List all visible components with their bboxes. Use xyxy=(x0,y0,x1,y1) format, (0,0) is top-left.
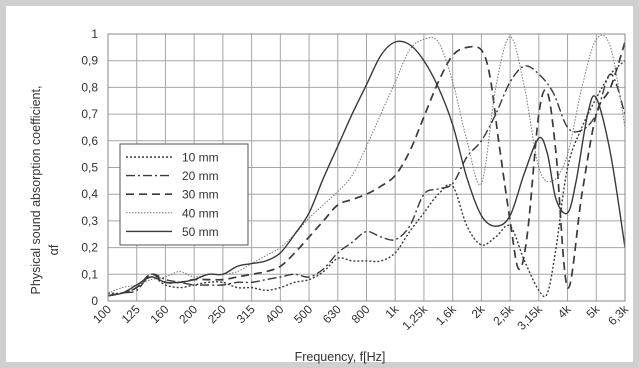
x-tick-label: 125 xyxy=(119,302,143,326)
series-line-50-mm xyxy=(107,40,626,297)
y-tick-labels: 0 0,1 0,2 0,3 0,4 0,5 0,6 0,7 0,8 0,9 1 xyxy=(81,27,98,308)
plot-border xyxy=(107,33,626,302)
series-line-40-mm xyxy=(107,34,626,294)
x-tick-label: 315 xyxy=(234,302,258,326)
y-tick-label: 0,4 xyxy=(81,187,98,201)
x-tick-label: 2k xyxy=(469,302,489,322)
x-tick-label: 500 xyxy=(291,302,315,326)
x-tick-label: 200 xyxy=(176,302,200,326)
y-axis-title-symbol: αf xyxy=(47,244,61,255)
x-tick-label: 630 xyxy=(320,302,344,326)
x-tick-label: 6,3k xyxy=(605,302,632,329)
legend-label: 30 mm xyxy=(182,188,219,202)
x-tick-label: 1,25k xyxy=(399,302,430,333)
x-axis-title: Frequency, f[Hz] xyxy=(295,350,386,364)
x-tick-labels: 100 125 160 200 250 315 400 500 630 800 1k1,25k 1,6… xyxy=(90,302,632,333)
legend: 10 mm 20 mm 30 mm 40 mm 50 mm xyxy=(119,143,249,246)
y-tick-label: 1 xyxy=(91,27,98,41)
x-tick-label: 1,6k xyxy=(433,302,460,329)
legend-label: 40 mm xyxy=(182,206,219,220)
y-tick-label: 0 xyxy=(91,294,98,308)
y-tick-label: 0,3 xyxy=(81,214,98,228)
y-axis-title: Physical sound absorption coefficient, xyxy=(29,86,43,295)
x-tick-label: 1k xyxy=(382,302,402,322)
chart-panel xyxy=(6,6,633,362)
y-tick-label: 0,6 xyxy=(81,134,98,148)
x-tick-label: 800 xyxy=(349,302,373,326)
y-tick-label: 0,2 xyxy=(81,241,98,255)
y-tick-label: 0,5 xyxy=(81,161,98,175)
legend-label: 20 mm xyxy=(182,169,219,183)
x-tick-label: 3,15k xyxy=(514,302,545,333)
x-tick-label: 2,5k xyxy=(490,302,517,329)
x-tick-label: 400 xyxy=(262,302,286,326)
legend-label: 50 mm xyxy=(182,225,219,239)
series-lines xyxy=(107,34,626,298)
x-tick-label: 5k xyxy=(584,302,604,322)
y-tick-label: 0,1 xyxy=(81,267,98,281)
x-tick-label: 160 xyxy=(148,302,172,326)
legend-label: 10 mm xyxy=(182,151,219,165)
x-tick-label: 4k xyxy=(555,302,575,322)
y-tick-label: 0,8 xyxy=(81,80,98,94)
series-line-10-mm xyxy=(107,60,626,298)
y-tick-label: 0,7 xyxy=(81,107,98,121)
y-tick-label: 0,9 xyxy=(81,54,98,68)
x-tick-label: 250 xyxy=(205,302,229,326)
series-line-30-mm xyxy=(107,41,626,297)
